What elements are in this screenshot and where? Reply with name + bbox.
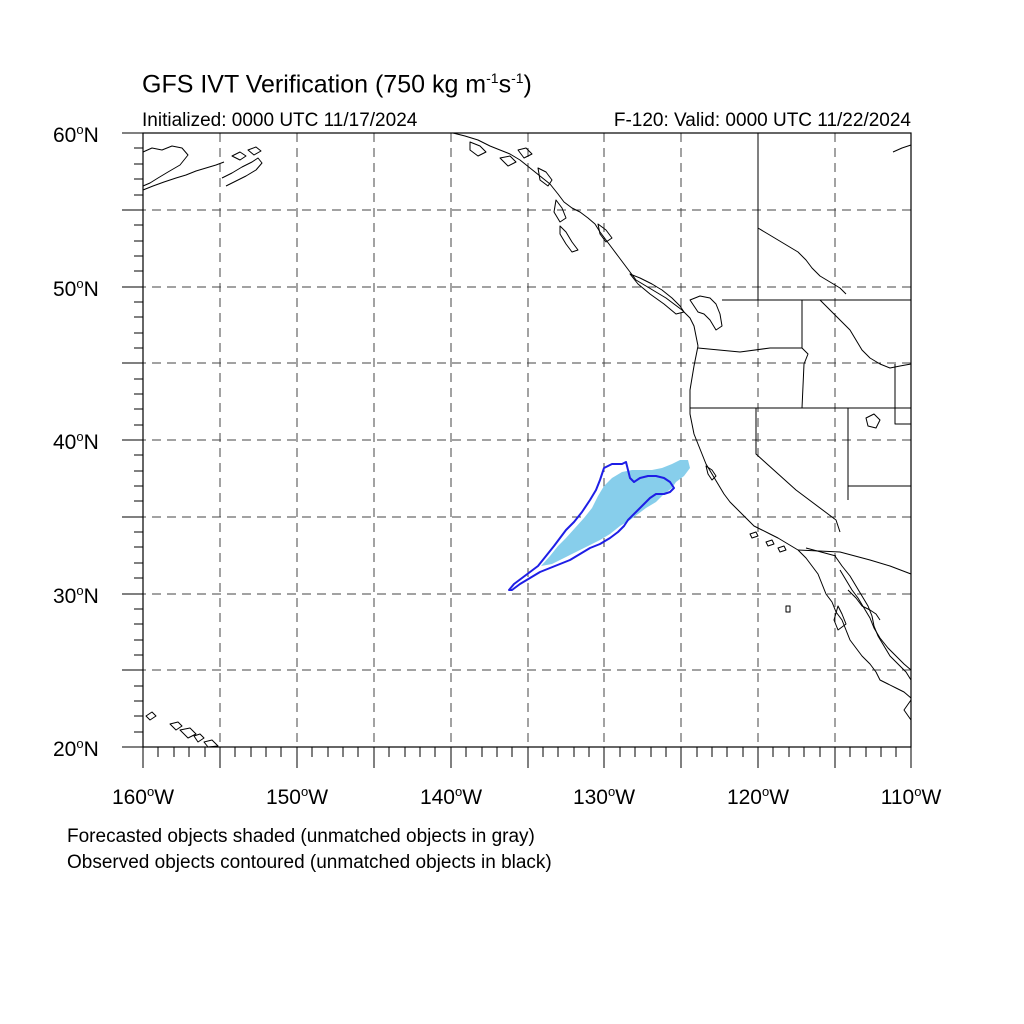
- lon-label-160: 160oW: [111, 784, 175, 809]
- caption-forecast: Forecasted objects shaded (unmatched obj…: [67, 826, 535, 847]
- lon-label-150: 150oW: [265, 784, 329, 809]
- lon-label-140: 140oW: [419, 784, 483, 809]
- lat-label-60: 60oN: [53, 122, 99, 147]
- lat-label-20: 20oN: [53, 736, 99, 761]
- forecast-ivt-object: [541, 460, 690, 566]
- lat-label-50: 50oN: [53, 276, 99, 301]
- lon-label-120: 120oW: [726, 784, 790, 809]
- map-frame: [142, 132, 912, 748]
- lon-label-130: 130oW: [572, 784, 636, 809]
- axis-ticks: [122, 132, 912, 768]
- observed-ivt-object: [508, 461, 675, 591]
- grid-lines: [122, 133, 911, 747]
- lat-label-40: 40oN: [53, 429, 99, 454]
- lon-label-110: 110oW: [880, 784, 942, 809]
- lat-label-30: 30oN: [53, 583, 99, 608]
- chart-title: GFS IVT Verification (750 kg m-1s-1): [142, 70, 532, 99]
- caption-observed: Observed objects contoured (unmatched ob…: [67, 852, 552, 873]
- valid-time-label: F-120: Valid: 0000 UTC 11/22/2024: [613, 110, 911, 131]
- initialized-label: Initialized: 0000 UTC 11/17/2024: [142, 110, 418, 131]
- coastlines: [142, 132, 912, 748]
